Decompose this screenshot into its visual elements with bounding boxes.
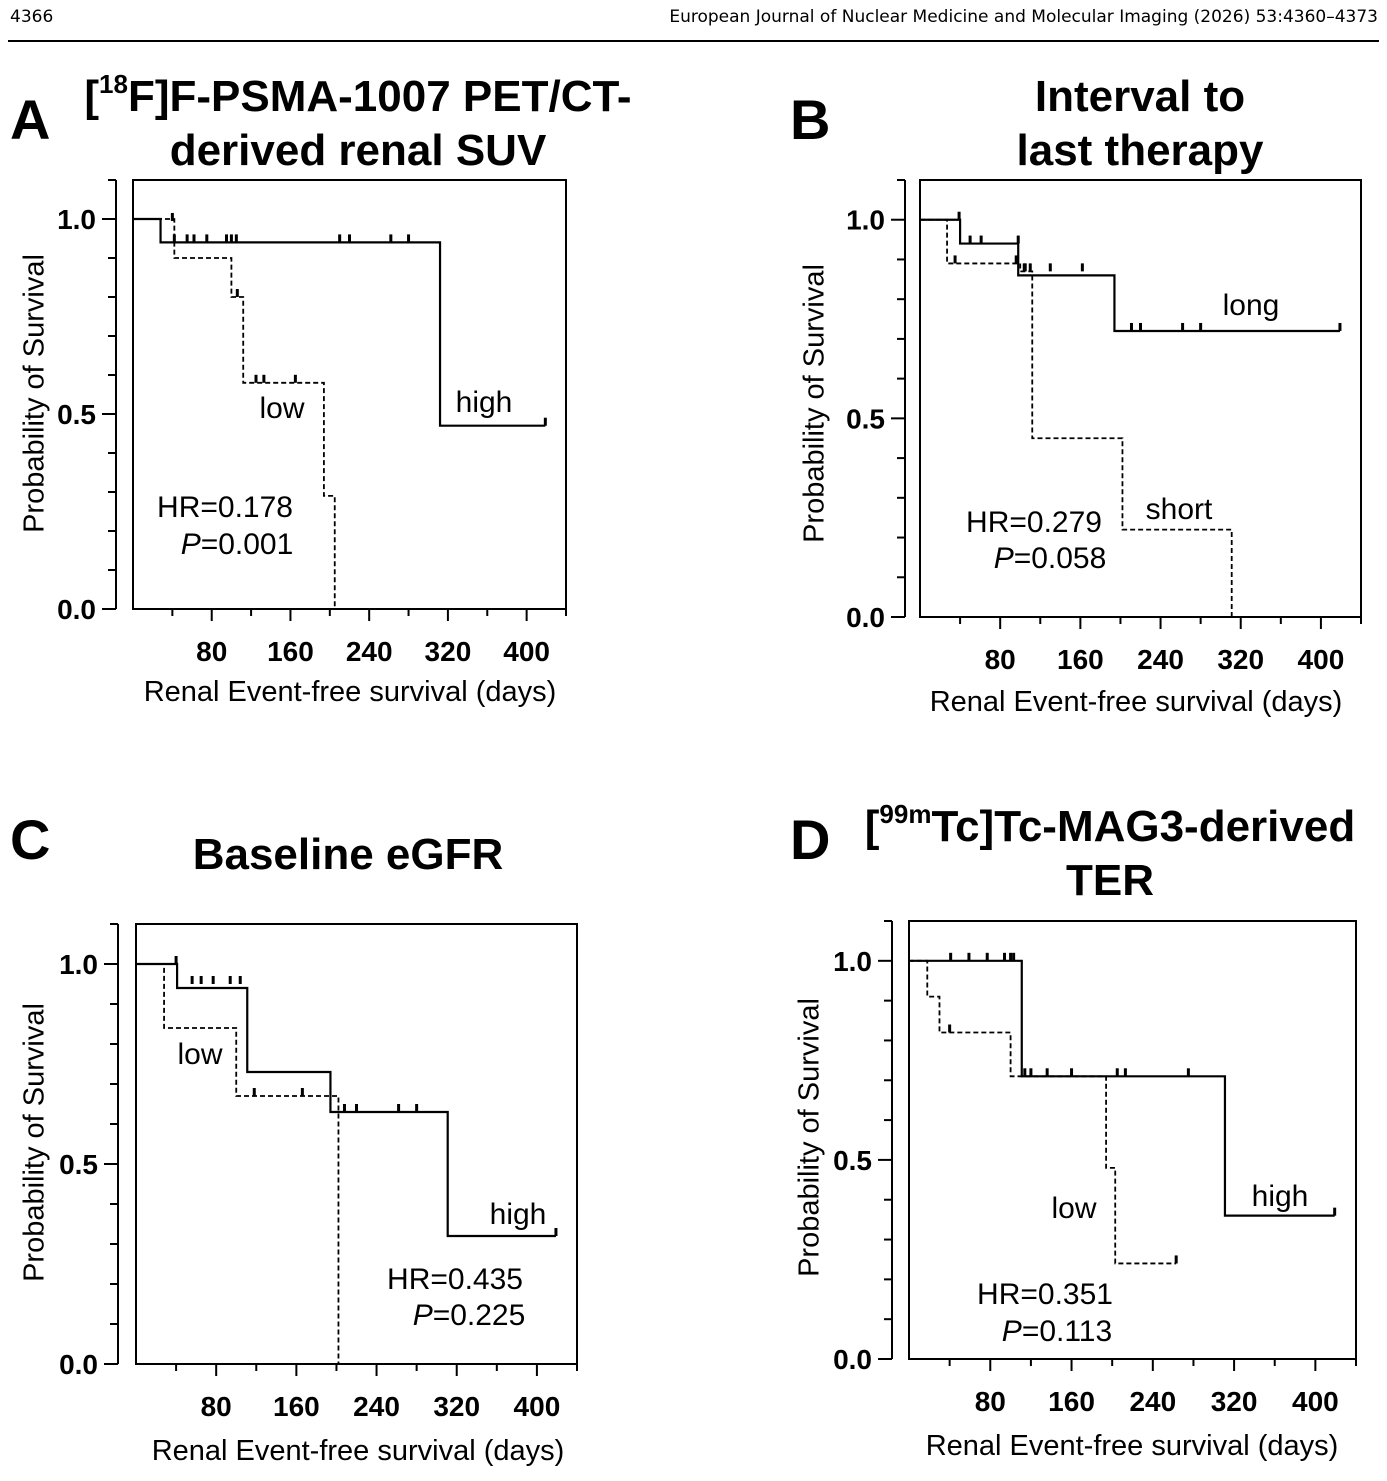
x-axis-label: Renal Event-free survival (days) [151,1435,565,1467]
km-curve-low [136,963,340,1364]
hazard-ratio-label: HR=0.435 [387,1263,523,1296]
y-tick-label: 0.5 [833,1145,872,1176]
y-tick-label: 0.5 [57,399,96,430]
x-tick-label: 400 [1292,1386,1339,1417]
panel-label-d: D [790,808,831,871]
x-tick-label: 80 [196,636,227,667]
km-curve-long [920,218,1340,333]
p-symbol: P [413,1299,433,1332]
p-value-label: P=0.058 [994,542,1107,575]
panel-b-plot: 0.0 0.5 1.0 80 160 240 320 400 long short HR=0.279… [846,179,1362,675]
header-rule [8,40,1379,42]
p-value-label: P=0.113 [1002,1315,1112,1348]
panel-c: C Baseline eGFR Probability of Survival … [0,800,690,1481]
x-axis-label: Renal Event-free survival (days) [929,686,1343,718]
panel-a-title: [18F]F-PSMA-1007 PET/CT- derived renal S… [84,69,632,175]
panel-b: B Interval to last therapy Probability o… [690,60,1387,730]
p-value: =0.058 [1014,542,1107,575]
x-tick-label: 320 [1217,644,1264,675]
km-curve-short [920,218,1233,617]
x-tick-label: 320 [425,636,472,667]
x-tick-label: 80 [985,644,1016,675]
plot-frame [919,179,1362,618]
x-tick-label: 320 [433,1391,480,1422]
p-symbol: P [181,528,201,561]
p-value: =0.225 [433,1299,526,1332]
group-label-high: high [490,1198,547,1231]
x-tick-label: 80 [975,1386,1006,1417]
y-tick-label: 0.0 [833,1344,872,1375]
km-curve-low [909,959,1177,1265]
page-header: 4366 European Journal of Nuclear Medicin… [0,0,1387,44]
panel-a-plot: 0.0 0.5 1.0 80 160 240 320 400 high low HR=0.178 P=… [57,179,567,667]
x-tick-label: 160 [1057,644,1104,675]
panel-d: D [99mTc]Tc-MAG3-derived TER Probability… [690,800,1387,1481]
plot-frame [908,920,1357,1360]
y-tick-label: 1.0 [57,204,96,235]
y-tick-label: 0.5 [59,1149,98,1180]
y-tick-label: 1.0 [846,205,885,236]
group-label-short: short [1146,493,1213,526]
p-value-label: P=0.225 [413,1299,526,1332]
group-label-low: low [259,392,304,425]
x-tick-label: 400 [1298,644,1345,675]
group-label-long: long [1223,289,1280,322]
x-axis-label: Renal Event-free survival (days) [925,1430,1339,1462]
x-tick-label: 240 [346,636,393,667]
x-tick-label: 320 [1211,1386,1258,1417]
hazard-ratio-label: HR=0.178 [157,491,293,524]
panel-label-c: C [10,808,51,871]
journal-citation: European Journal of Nuclear Medicine and… [669,7,1378,27]
x-tick-label: 240 [1137,644,1184,675]
panel-a: A [18F]F-PSMA-1007 PET/CT- derived renal… [0,60,690,720]
x-tick-label: 80 [201,1391,232,1422]
x-tick-label: 160 [267,636,314,667]
km-curve-high [909,959,1335,1217]
plot-frame [132,179,567,610]
y-tick-label: 0.0 [59,1349,98,1380]
panel-label-b: B [790,88,831,151]
panel-b-title: Interval to last therapy [1016,72,1264,175]
panel-d-title: [99mTc]Tc-MAG3-derived TER [864,799,1356,905]
y-tick-label: 0.0 [846,602,885,633]
x-axis-label: Renal Event-free survival (days) [143,676,557,708]
p-symbol: P [1002,1315,1022,1348]
p-value: =0.001 [201,528,294,561]
x-tick-label: 160 [273,1391,320,1422]
group-label-high: high [456,386,513,419]
panel-c-plot: 0.0 0.5 1.0 80 160 240 320 400 high low HR=0.435P=… [59,923,578,1422]
p-value-label: P=0.001 [181,528,294,561]
plot-frame [135,923,578,1365]
x-tick-label: 400 [514,1391,561,1422]
group-label-high: high [1252,1180,1309,1213]
km-curve-high [133,217,546,427]
panel-label-a: A [10,88,51,151]
x-tick-label: 400 [503,636,550,667]
x-tick-label: 160 [1048,1386,1095,1417]
panel-c-title: Baseline eGFR [192,830,504,879]
hazard-ratio-label: HR=0.279 [966,506,1102,539]
x-tick-label: 240 [353,1391,400,1422]
y-tick-label: 0.5 [846,403,885,434]
group-label-low: low [177,1038,222,1071]
group-label-low: low [1051,1192,1096,1225]
panel-d-plot: 0.0 0.5 1.0 80 160 240 320 400 high low HR=0.351 P=… [833,920,1357,1417]
y-tick-label: 1.0 [59,949,98,980]
x-tick-label: 240 [1129,1386,1176,1417]
km-curve-high [136,962,556,1238]
page-number: 4366 [10,7,54,27]
p-symbol: P [994,542,1014,575]
hazard-ratio-label: HR=0.351 [977,1278,1113,1311]
y-tick-label: 1.0 [833,946,872,977]
p-value: =0.113 [1022,1315,1112,1348]
km-curve-low [133,218,336,609]
y-tick-label: 0.0 [57,594,96,625]
